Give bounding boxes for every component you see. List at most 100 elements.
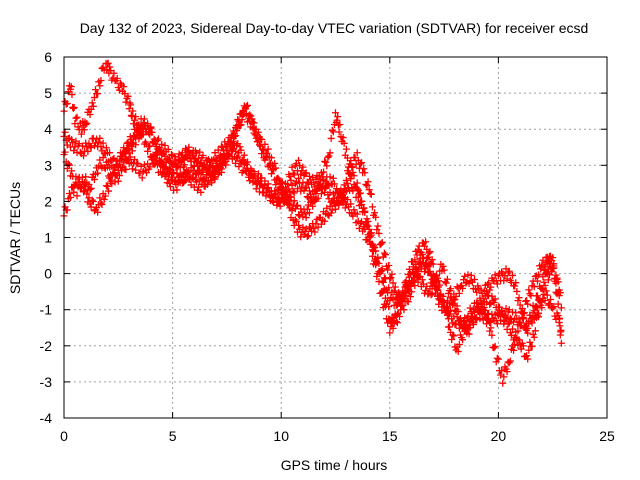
data-point	[379, 278, 387, 286]
data-point	[267, 170, 275, 178]
data-point	[384, 266, 392, 274]
data-point	[122, 166, 130, 174]
data-point	[131, 116, 139, 124]
data-point	[171, 160, 179, 168]
data-point	[209, 164, 217, 172]
data-point	[302, 214, 310, 222]
data-point	[67, 194, 75, 202]
data-point	[426, 248, 434, 256]
data-point	[523, 352, 531, 360]
data-point	[314, 180, 322, 188]
data-point	[328, 126, 336, 134]
data-point	[385, 261, 393, 269]
data-point	[91, 139, 99, 147]
data-point	[411, 256, 419, 264]
data-point	[453, 302, 461, 310]
data-point	[305, 223, 313, 231]
data-point	[68, 167, 76, 175]
data-point	[332, 205, 339, 213]
data-point	[538, 304, 546, 312]
data-point	[317, 190, 325, 198]
data-point	[76, 184, 84, 192]
data-point	[515, 336, 523, 344]
data-point	[375, 278, 383, 286]
data-point	[404, 287, 412, 295]
data-point	[378, 265, 386, 273]
data-point	[531, 327, 539, 335]
data-point	[181, 161, 189, 169]
data-point	[468, 314, 476, 322]
data-point	[325, 152, 333, 160]
x-tick-label: 20	[491, 428, 507, 444]
data-point	[82, 173, 90, 181]
data-point	[328, 206, 336, 214]
data-point	[154, 135, 162, 143]
data-point	[254, 176, 262, 184]
data-point	[494, 355, 502, 363]
data-point	[556, 314, 564, 322]
data-point	[132, 141, 140, 149]
data-point	[363, 221, 371, 229]
data-point	[143, 169, 151, 177]
data-point	[127, 111, 135, 119]
data-point	[254, 170, 262, 178]
data-point	[530, 333, 538, 341]
data-point	[447, 293, 455, 301]
y-axis-label: SDTVAR / TECUs	[7, 182, 23, 294]
data-point	[290, 197, 298, 205]
data-point	[69, 139, 77, 147]
data-point	[68, 136, 76, 144]
data-point	[252, 185, 260, 193]
data-point	[503, 368, 511, 376]
data-point	[552, 288, 560, 296]
data-point	[504, 320, 512, 328]
data-point	[487, 283, 495, 291]
data-point	[88, 99, 96, 107]
data-point	[109, 155, 117, 163]
data-point	[365, 186, 373, 194]
data-point	[305, 187, 313, 195]
data-point	[509, 308, 517, 316]
data-point	[426, 261, 434, 269]
data-point	[274, 174, 282, 182]
data-point	[557, 304, 565, 312]
data-point	[335, 193, 343, 201]
data-point	[381, 251, 389, 259]
data-point	[127, 101, 135, 109]
data-point	[128, 147, 136, 155]
data-point	[223, 142, 231, 150]
data-point	[455, 341, 463, 349]
data-point	[371, 257, 379, 265]
data-point	[519, 342, 527, 350]
data-point	[467, 309, 475, 317]
data-point	[166, 183, 174, 191]
data-point	[386, 329, 394, 337]
data-point	[269, 197, 277, 205]
data-point	[90, 94, 98, 102]
data-point	[296, 162, 304, 170]
data-point	[258, 135, 266, 143]
data-point	[264, 145, 272, 153]
data-point	[518, 314, 526, 322]
data-point	[156, 156, 164, 164]
data-point	[459, 284, 467, 292]
data-point	[99, 154, 107, 162]
data-point	[400, 306, 408, 314]
data-point	[210, 167, 218, 175]
data-point	[339, 134, 347, 142]
data-point	[488, 331, 496, 339]
data-point	[113, 75, 121, 83]
data-point	[94, 169, 102, 177]
data-point	[73, 192, 81, 200]
data-point	[272, 164, 280, 172]
data-point	[358, 197, 366, 205]
data-point	[94, 208, 102, 216]
data-point	[393, 301, 401, 309]
data-point	[293, 201, 301, 209]
data-point	[330, 180, 338, 188]
data-point	[273, 201, 281, 209]
data-point	[545, 300, 553, 308]
data-point	[154, 147, 162, 155]
x-tick-label: 25	[599, 428, 615, 444]
data-point	[360, 165, 368, 173]
